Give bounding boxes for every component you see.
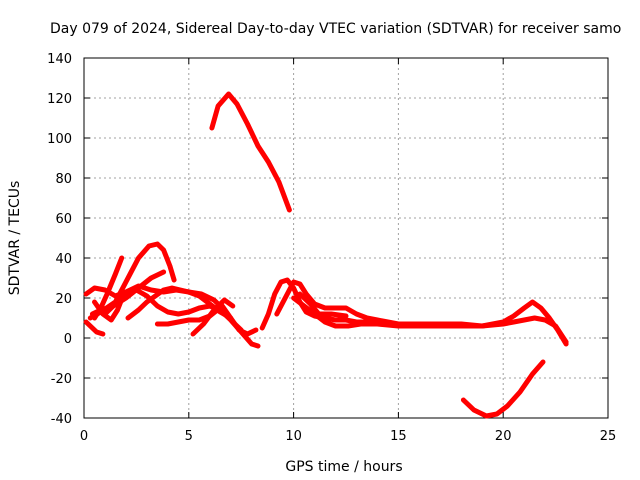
x-tick-label: 15 [390,429,407,444]
x-tick-label: 5 [185,429,193,444]
series-line-arc-h [190,297,236,337]
series-line-arc-high [209,91,292,213]
y-tick-label: 100 [47,132,72,147]
chart-title: Day 079 of 2024, Sidereal Day-to-day VTE… [50,21,621,37]
grid [84,58,608,418]
ticks: 0 5 10 15 20 25 -40 -20 0 20 40 60 80 100 120 140 [47,52,616,444]
series-line-arc-c [89,269,167,317]
y-tick-label: 60 [55,212,72,227]
x-tick-label: 0 [80,429,88,444]
x-axis-title: GPS time / hours [285,459,402,475]
x-tick-label: 10 [285,429,302,444]
series-line-arc-f [125,285,234,321]
y-tick-label: 120 [47,92,72,107]
plot-frame [83,57,609,419]
y-tick-label: -20 [51,372,72,387]
y-tick-label: 140 [47,52,72,67]
series-line-arc-k [291,295,569,345]
y-tick-label: 0 [64,332,72,347]
y-tick-label: 40 [55,252,72,267]
y-tick-label: 20 [55,292,72,307]
y-axis-title: SDTVAR / TECUs [7,181,23,296]
x-tick-label: 20 [495,429,512,444]
series-layer [83,91,569,419]
series-line-arc-low [460,359,546,419]
y-tick-label: 80 [55,172,72,187]
series-line-arc-m [83,319,106,337]
y-tick-label: -40 [51,412,72,427]
series-line-arc-l [297,291,349,319]
x-tick-label: 25 [600,429,617,444]
